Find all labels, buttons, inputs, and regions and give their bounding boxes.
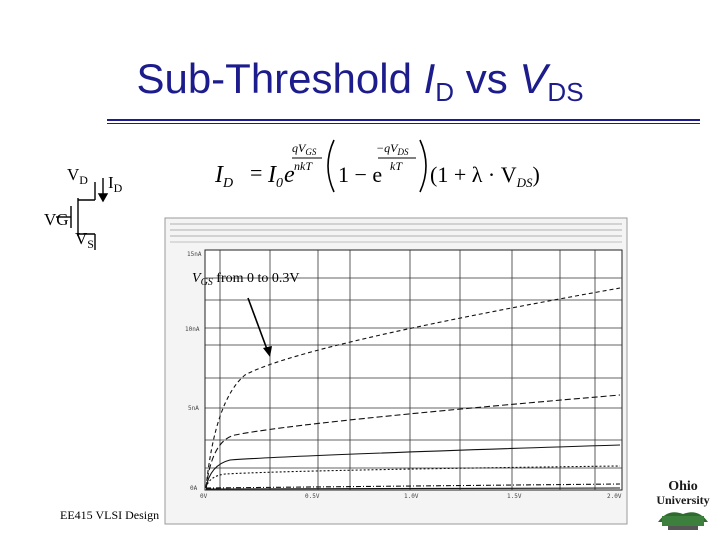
svg-text:I0: I0 (267, 162, 283, 191)
y-tick-10: 10nA (185, 326, 200, 333)
svg-text:e: e (284, 162, 295, 188)
svg-text:University: University (656, 493, 709, 507)
source-voltage-label: VS (75, 229, 94, 251)
svg-text:ID: ID (214, 162, 233, 191)
subthreshold-equation: ID = I0 e qVGS nkT 1 − e −qVDS kT (1 + λ… (214, 139, 540, 193)
x-tick-0: 0V (200, 493, 208, 500)
svg-text:nkT: nkT (294, 159, 313, 173)
y-tick-15: 15nA (187, 251, 202, 258)
svg-text:−qVDS: −qVDS (376, 141, 409, 157)
svg-text:(1 + λ · VDS): (1 + λ · VDS) (430, 162, 540, 190)
drain-current-label: ID (108, 173, 123, 195)
svg-text:qVGS: qVGS (292, 141, 317, 157)
title-rule-thin (107, 123, 700, 124)
gate-voltage-label: VG (44, 210, 69, 229)
x-tick-10: 1.0V (404, 493, 419, 500)
x-tick-20: 2.0V (607, 493, 622, 500)
x-tick-15: 1.5V (507, 493, 522, 500)
x-tick-05: 0.5V (305, 493, 320, 500)
course-footer: EE415 VLSI Design (60, 508, 160, 522)
drain-voltage-label: VD (67, 165, 88, 187)
equals-sign: = (250, 160, 262, 185)
vgs-annotation: VGS from 0 to 0.3V (192, 271, 300, 288)
simulation-plot: 15nA 10nA 5nA 0A 0V 0.5V 1.0V 1.5V 2.0V … (164, 217, 628, 525)
svg-text:kT: kT (390, 159, 403, 173)
svg-text:Ohio: Ohio (668, 479, 698, 494)
svg-text:1 − e: 1 − e (338, 162, 382, 187)
title-rule (107, 119, 700, 121)
nmos-transistor-symbol (56, 178, 109, 250)
y-tick-0: 0A (190, 485, 198, 492)
slide-title: Sub-Threshold ID vs VDS (136, 55, 584, 107)
y-tick-5: 5nA (188, 405, 199, 412)
ohio-university-logo: Ohio University (648, 470, 718, 536)
